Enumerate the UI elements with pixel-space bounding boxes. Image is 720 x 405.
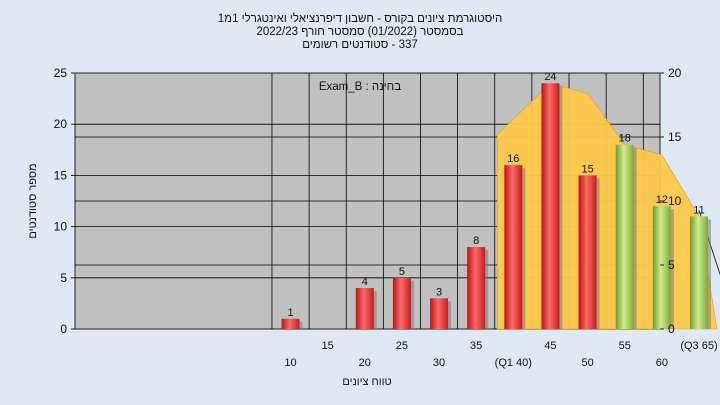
bar-label-20: 4 [362,276,368,288]
bar-label-35: 8 [473,235,479,247]
bar-label-40: 16 [507,153,519,165]
bar-10: 1 [281,307,303,329]
y-tick-25: 25 [54,66,68,80]
x-axis-title: טווח ציונים [342,376,391,388]
y-axis-title: מספר סטודנטים [27,163,39,238]
x-tick-20: 20 [359,357,371,369]
bar-rect-55 [615,144,634,329]
bar-rect-25 [392,277,411,329]
x-tick-45: 45 [544,340,556,352]
x-tick-55: 55 [619,340,631,352]
bar-rect-65 [689,216,708,329]
bar-35: 8 [467,235,489,329]
y2-tick-0: 0 [668,322,675,336]
legend-label: בחינה : Exam_B [319,81,401,93]
bar-65: 11 [689,204,711,329]
bar-60: 12 [652,194,674,329]
bar-label-45: 24 [544,71,556,83]
bar-label-25: 5 [399,266,405,278]
y-tick-15: 15 [54,168,68,182]
x-tick-35: 35 [470,340,482,352]
bar-label-50: 15 [581,163,593,175]
y-tick-10: 10 [54,220,68,234]
bar-20: 4 [355,276,377,329]
y-tick-20: 20 [54,117,68,131]
bar-50: 15 [578,163,600,329]
bar-label-30: 3 [436,286,442,298]
bar-55: 18 [615,133,637,329]
bar-label-60: 12 [656,194,668,206]
bar-45: 24 [541,71,563,330]
bar-rect-20 [355,288,374,329]
bar-rect-30 [430,298,449,329]
bar-30: 3 [430,286,452,329]
bar-rect-40 [504,165,523,329]
bar-rect-50 [578,175,597,329]
x-tick-25: 25 [396,340,408,352]
x-tick-65: (Q3 65) [680,340,717,352]
x-tick-30: 30 [433,357,445,369]
x-tick-10: 10 [284,357,296,369]
bar-40: 16 [504,153,526,329]
bar-label-55: 18 [619,133,631,145]
chart-title-line-1: היסטוגרמת ציונים בקורס - חשבון דיפרנציאל… [218,12,502,25]
bar-rect-45 [541,83,560,330]
y2-tick-20: 20 [668,66,682,80]
chart-title-line-2: בסמסטר (01/2022) סמסטר חורף 2022/23 [256,26,463,38]
x-tick-40: (Q1 40) [495,357,532,369]
chart-title-line-3: 337 - סטודנטים רשומים [302,39,418,51]
bar-25: 5 [392,266,414,329]
x-tick-50: 50 [581,357,593,369]
bar-label-65: 11 [693,204,704,216]
bar-rect-35 [467,247,486,329]
y2-tick-10: 10 [668,194,682,208]
x-tick-15: 15 [322,340,334,352]
y2-tick-5: 5 [668,258,675,272]
bar-label-10: 1 [287,307,293,319]
y2-tick-15: 15 [668,130,682,144]
quartile-area-shape [497,82,718,330]
y-tick-0: 0 [60,322,67,336]
bars: 1453816241518121197661 [281,71,711,330]
y-tick-5: 5 [60,271,67,285]
x-tick-60: 60 [656,357,668,369]
bar-rect-10 [281,318,300,329]
bar-rect-60 [652,206,671,329]
